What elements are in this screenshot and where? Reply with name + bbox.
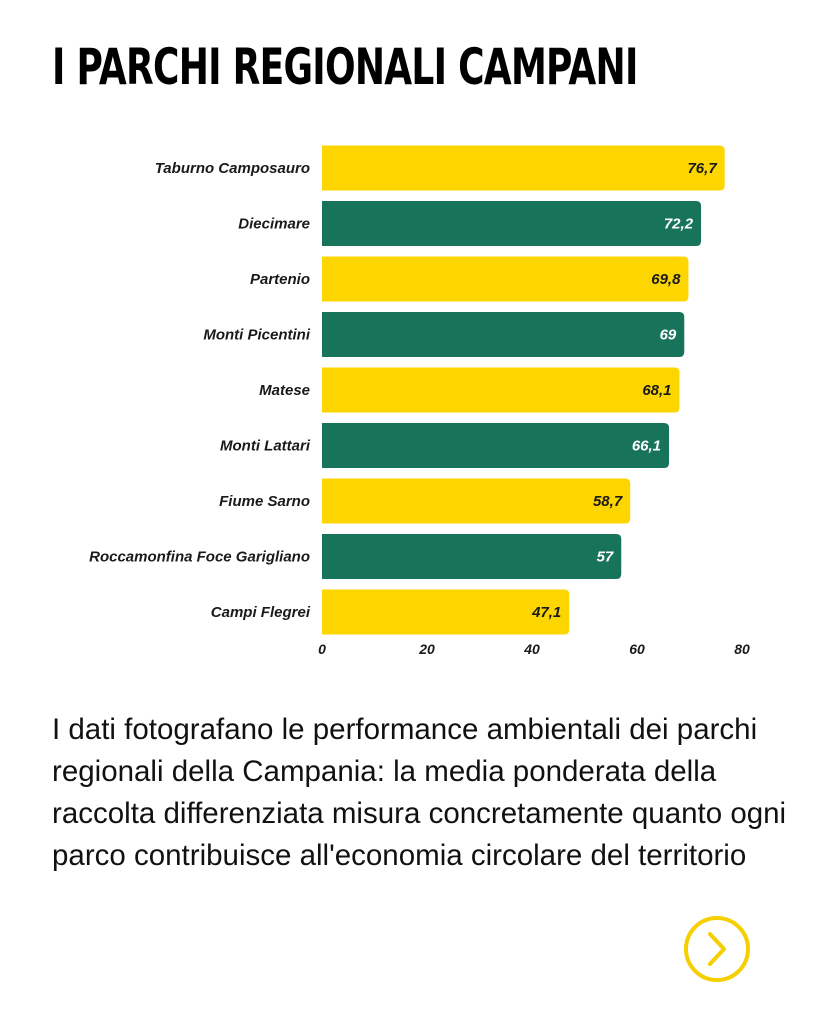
data-label: 66,1 xyxy=(632,438,661,455)
x-tick-label: 20 xyxy=(418,641,435,657)
data-label: 69,8 xyxy=(651,271,681,288)
bar xyxy=(322,256,689,302)
bar xyxy=(322,534,622,579)
bar xyxy=(322,201,702,246)
data-label: 69 xyxy=(660,327,677,344)
category-label: Matese xyxy=(259,382,310,399)
next-button[interactable] xyxy=(684,916,750,982)
description-text: I dati fotografano le performance ambien… xyxy=(52,713,787,872)
category-label: Taburno Camposauro xyxy=(155,160,310,177)
category-label: Campi Flegrei xyxy=(211,604,311,621)
data-label: 47,1 xyxy=(531,604,561,621)
bar xyxy=(322,589,570,635)
category-label: Fiume Sarno xyxy=(219,493,310,510)
x-tick-label: 60 xyxy=(629,641,645,657)
data-label: 76,7 xyxy=(687,160,717,177)
data-label: 58,7 xyxy=(593,493,623,510)
x-tick-label: 0 xyxy=(318,641,326,657)
category-label: Roccamonfina Foce Garigliano xyxy=(89,549,310,566)
bar xyxy=(322,423,670,468)
category-label: Diecimare xyxy=(238,216,310,233)
bar xyxy=(322,145,725,191)
bar xyxy=(322,367,680,413)
chevron-right-icon xyxy=(708,932,726,966)
bar xyxy=(322,478,631,524)
data-label: 72,2 xyxy=(664,216,694,233)
page-title: I PARCHI REGIONALI CAMPANI xyxy=(52,38,638,96)
bar-chart: Taburno Camposauro 76,7 Diecimare 72,2 Parte… xyxy=(89,145,750,657)
data-label: 68,1 xyxy=(642,382,671,399)
category-label: Monti Lattari xyxy=(220,438,311,455)
bar xyxy=(322,312,685,357)
category-label: Monti Picentini xyxy=(203,327,310,344)
x-tick-label: 40 xyxy=(523,641,540,657)
category-label: Partenio xyxy=(250,271,310,288)
x-tick-label: 80 xyxy=(734,641,750,657)
data-label: 57 xyxy=(597,549,614,566)
